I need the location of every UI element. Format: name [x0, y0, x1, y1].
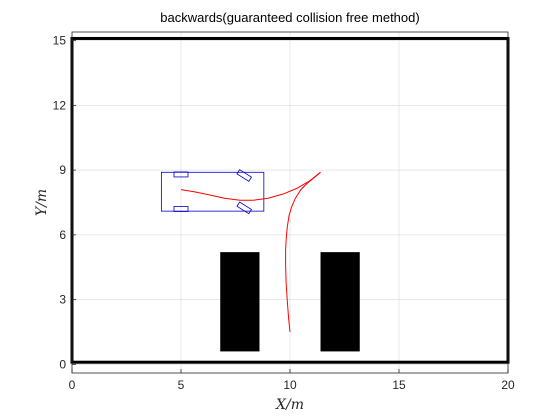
y-tick-label-3: 9: [59, 163, 66, 177]
x-tick-label-3: 15: [392, 378, 406, 392]
chart-title: backwards(guaranteed collision free meth…: [160, 10, 419, 25]
axis-ticks: 0 5 10 15 20 0 3 6 9 12 15: [53, 34, 515, 392]
grid: [71, 32, 509, 373]
trajectory: [180, 171, 321, 333]
vehicle-wheel-0: [173, 171, 189, 178]
y-tick-label-4: 12: [53, 98, 67, 112]
x-tick-label-1: 5: [178, 378, 185, 392]
obstacles: [220, 252, 360, 352]
y-tick-label-5: 15: [53, 34, 67, 48]
x-axis-label: X/m: [275, 397, 304, 413]
y-tick-label-2: 6: [59, 228, 66, 242]
obstacle-0: [220, 252, 260, 352]
vehicle-body: [160, 171, 265, 212]
x-tick-label-4: 20: [501, 378, 515, 392]
y-axis-label: Y/m: [34, 189, 50, 216]
vehicle-wheel-1: [173, 206, 189, 212]
vehicle-wheel-2: [236, 169, 253, 182]
y-tick-label-1: 3: [59, 293, 66, 307]
trajectory-series-1: [180, 171, 321, 201]
x-tick-label-0: 0: [69, 378, 76, 392]
obstacle-1: [320, 252, 360, 352]
y-tick-label-0: 0: [59, 357, 66, 371]
trajectory-series-0: [285, 171, 321, 333]
vehicle: [160, 169, 265, 215]
vehicle-wheel-3: [236, 201, 253, 215]
x-tick-label-2: 10: [283, 378, 297, 392]
